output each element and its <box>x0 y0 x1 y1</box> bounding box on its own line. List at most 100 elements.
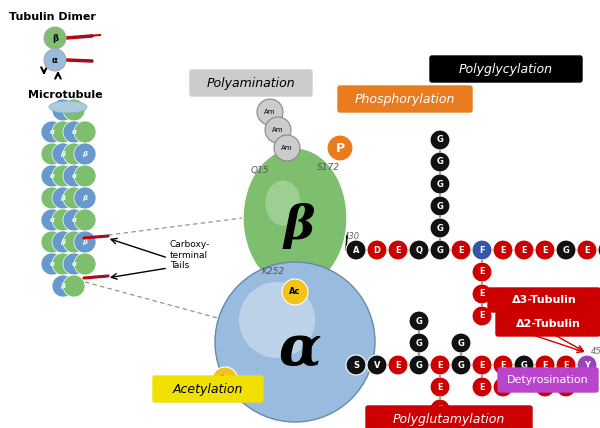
Text: F: F <box>479 246 485 255</box>
Text: β: β <box>52 33 58 42</box>
Circle shape <box>367 355 387 375</box>
Circle shape <box>41 121 63 143</box>
Ellipse shape <box>265 181 301 226</box>
Circle shape <box>41 187 63 209</box>
Circle shape <box>430 399 450 419</box>
Text: E: E <box>479 383 485 392</box>
Text: Ac: Ac <box>289 288 301 297</box>
FancyBboxPatch shape <box>366 406 532 428</box>
Text: S: S <box>353 360 359 369</box>
Text: Carboxy-
terminal
Tails: Carboxy- terminal Tails <box>170 240 211 270</box>
Text: V: V <box>374 360 380 369</box>
Text: α: α <box>71 129 76 135</box>
Circle shape <box>239 282 315 358</box>
Text: β: β <box>61 283 65 289</box>
Circle shape <box>430 355 450 375</box>
Text: E: E <box>542 383 548 392</box>
Circle shape <box>52 121 74 143</box>
FancyBboxPatch shape <box>488 288 600 312</box>
Text: G: G <box>458 339 464 348</box>
Text: α: α <box>50 261 55 267</box>
Text: G: G <box>437 158 443 166</box>
Text: G: G <box>437 202 443 211</box>
Circle shape <box>44 27 66 49</box>
Text: E: E <box>437 426 443 428</box>
Circle shape <box>212 367 238 393</box>
Circle shape <box>63 209 85 231</box>
Text: E: E <box>500 360 506 369</box>
Text: β: β <box>83 195 88 201</box>
Text: β: β <box>83 151 88 157</box>
Circle shape <box>409 311 429 331</box>
Circle shape <box>430 174 450 194</box>
Circle shape <box>430 377 450 397</box>
Circle shape <box>556 377 576 397</box>
Text: α: α <box>71 173 76 179</box>
Circle shape <box>535 377 555 397</box>
Text: Y: Y <box>584 360 590 369</box>
Text: K40: K40 <box>220 392 238 401</box>
Text: E: E <box>395 246 401 255</box>
FancyBboxPatch shape <box>153 376 263 402</box>
Circle shape <box>41 209 63 231</box>
Text: α: α <box>71 217 76 223</box>
Circle shape <box>41 165 63 187</box>
Text: G: G <box>437 223 443 232</box>
Circle shape <box>52 231 74 253</box>
Circle shape <box>556 240 576 260</box>
Circle shape <box>215 262 375 422</box>
Text: α: α <box>50 173 55 179</box>
Circle shape <box>41 231 63 253</box>
Circle shape <box>41 143 63 165</box>
Text: E: E <box>479 312 485 321</box>
Text: Q: Q <box>415 246 422 255</box>
Circle shape <box>493 355 513 375</box>
Circle shape <box>409 240 429 260</box>
Text: E: E <box>584 246 590 255</box>
Text: K252: K252 <box>262 268 284 276</box>
Circle shape <box>52 165 74 187</box>
Circle shape <box>577 240 597 260</box>
Text: E: E <box>563 383 569 392</box>
Text: α: α <box>50 129 55 135</box>
Text: E: E <box>563 360 569 369</box>
Text: Δ2-Tubulin: Δ2-Tubulin <box>515 319 580 329</box>
Circle shape <box>472 377 492 397</box>
Text: Δ3-Tubulin: Δ3-Tubulin <box>512 295 577 305</box>
Circle shape <box>472 284 492 304</box>
Text: α: α <box>52 56 58 65</box>
Text: Phosphorylation: Phosphorylation <box>355 92 455 105</box>
FancyBboxPatch shape <box>430 56 582 82</box>
Text: β: β <box>83 239 88 245</box>
Circle shape <box>63 121 85 143</box>
FancyBboxPatch shape <box>338 86 472 112</box>
Circle shape <box>52 275 74 297</box>
Circle shape <box>74 231 96 253</box>
Ellipse shape <box>49 101 87 113</box>
Circle shape <box>598 240 600 260</box>
Circle shape <box>74 143 96 165</box>
Text: Q15: Q15 <box>251 166 269 175</box>
Circle shape <box>430 130 450 150</box>
Circle shape <box>472 355 492 375</box>
Circle shape <box>52 187 74 209</box>
Circle shape <box>63 253 85 275</box>
Text: E: E <box>542 360 548 369</box>
Text: D: D <box>373 246 380 255</box>
Circle shape <box>409 333 429 353</box>
Text: E: E <box>437 360 443 369</box>
Circle shape <box>535 355 555 375</box>
Text: G: G <box>563 246 569 255</box>
Circle shape <box>52 99 74 121</box>
Circle shape <box>63 187 85 209</box>
Circle shape <box>41 253 63 275</box>
Text: Ac: Ac <box>219 375 231 384</box>
Circle shape <box>430 421 450 428</box>
Circle shape <box>367 240 387 260</box>
Circle shape <box>63 231 85 253</box>
FancyBboxPatch shape <box>190 70 312 96</box>
Text: 451: 451 <box>591 347 600 356</box>
Text: E: E <box>479 268 485 276</box>
Text: P: P <box>335 142 344 155</box>
Text: G: G <box>416 316 422 326</box>
